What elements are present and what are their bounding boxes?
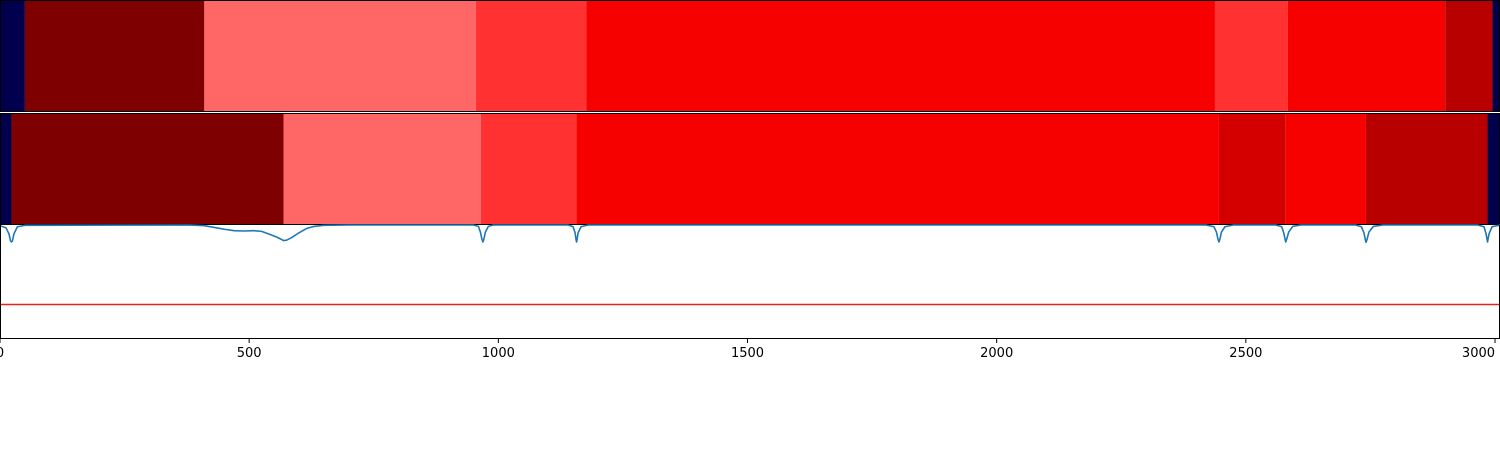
heatmap-1-segment-0 (0, 0, 25, 112)
heatmap-1-segment-7 (1445, 0, 1492, 112)
x-tick-label-1000: 1000 (482, 346, 515, 361)
line-panel-background (0, 225, 1500, 338)
x-tick-label-1500: 1500 (731, 346, 764, 361)
x-tick-label-0: 0 (0, 346, 4, 361)
heatmap-2-segment-8 (1488, 113, 1500, 225)
heatmap-1-segment-6 (1288, 0, 1445, 112)
heatmap-2-segment-3 (481, 113, 577, 225)
line-panel: 0 500 1000 1500 2000 2500 3000 (0, 225, 1500, 361)
heatmap-1-segment-5 (1215, 0, 1288, 112)
heatmap-2-segment-0 (0, 113, 11, 225)
heatmap-1-segment-4 (587, 0, 1215, 112)
heatmap-panel-2 (0, 113, 1500, 225)
heatmap-2-segment-4 (577, 113, 1219, 225)
heatmap-1-segment-8 (1493, 0, 1500, 112)
heatmap-2-segment-1 (11, 113, 283, 225)
heatmap-2-segment-6 (1286, 113, 1366, 225)
heatmap-panel-1 (0, 0, 1500, 112)
heatmap-2-segment-5 (1219, 113, 1286, 225)
x-tick-label-2500: 2500 (1229, 346, 1262, 361)
heatmap-2-segment-2 (284, 113, 481, 225)
heatmap-1-segment-3 (476, 0, 587, 112)
heatmap-1-segment-2 (204, 0, 476, 112)
x-tick-label-500: 500 (237, 346, 262, 361)
heatmap-1-segment-1 (25, 0, 204, 112)
heatmap-2-segment-7 (1366, 113, 1488, 225)
x-tick-label-3000: 3000 (1462, 346, 1495, 361)
x-tick-label-2000: 2000 (980, 346, 1013, 361)
